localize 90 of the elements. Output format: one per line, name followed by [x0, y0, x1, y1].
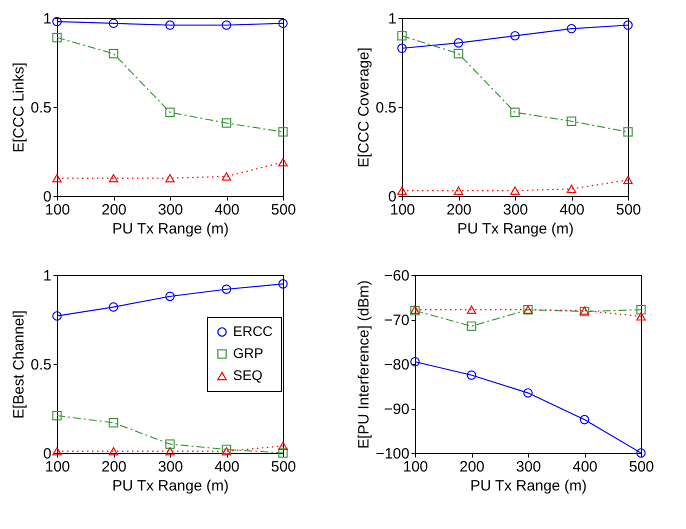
y-tick-label: 1 — [43, 268, 52, 284]
x-tick-label: 200 — [101, 202, 127, 218]
point — [278, 158, 288, 166]
y-tick-label: 0.5 — [30, 356, 52, 374]
point — [108, 48, 118, 58]
point — [165, 20, 175, 30]
point — [52, 447, 62, 456]
x-tick-label: 200 — [101, 458, 127, 476]
point — [278, 448, 288, 458]
legend-label: GRP — [233, 345, 264, 361]
point — [566, 116, 576, 126]
x-tick-label: 300 — [516, 458, 542, 476]
point — [580, 414, 590, 424]
point — [165, 439, 175, 449]
y-tick-label: −80 — [384, 356, 410, 374]
point — [278, 442, 288, 450]
point — [566, 184, 576, 194]
point — [397, 44, 407, 53]
point — [466, 321, 476, 331]
x-axis-title: PU Tx Range (m) — [457, 220, 574, 238]
y-axis-title: E[CCC Links] — [10, 62, 28, 153]
point — [397, 186, 407, 195]
point — [566, 24, 576, 34]
x-tick-label: 200 — [459, 458, 485, 476]
x-axis-title: PU Tx Range (m) — [470, 478, 587, 494]
point — [636, 304, 646, 314]
point — [523, 388, 533, 398]
y-axis-title: E[Best Channel] — [10, 310, 28, 419]
point — [510, 108, 520, 118]
x-tick-label: 500 — [628, 458, 654, 476]
x-tick-label: 300 — [502, 202, 528, 218]
point — [165, 447, 175, 456]
legend-label: SEQ — [233, 367, 263, 383]
point — [52, 174, 62, 182]
point — [410, 357, 420, 366]
point — [636, 312, 646, 321]
point — [454, 48, 464, 58]
y-tick-label: −60 — [384, 268, 410, 284]
point — [278, 127, 288, 137]
point — [108, 174, 118, 182]
point — [52, 16, 62, 26]
x-tick-label: 500 — [616, 202, 642, 218]
point — [108, 302, 118, 312]
point — [454, 186, 464, 195]
y-tick-label: 1 — [43, 10, 52, 28]
x-axis-title: PU Tx Range (m) — [112, 220, 229, 238]
point — [510, 31, 520, 41]
x-tick-label: 400 — [214, 202, 240, 218]
x-tick-label: 400 — [559, 202, 585, 218]
y-tick-label: 0.5 — [30, 100, 52, 116]
point — [108, 447, 118, 456]
y-tick-label: 1 — [388, 10, 396, 28]
y-axis-title: E[PU Interference] (dBm) — [356, 280, 373, 449]
point — [397, 31, 407, 41]
point — [278, 279, 288, 289]
x-tick-label: 500 — [270, 458, 296, 476]
y-tick-label: −70 — [384, 312, 410, 329]
point — [52, 32, 62, 42]
x-tick-label: 400 — [214, 458, 240, 476]
point — [108, 18, 118, 28]
x-tick-label: 500 — [270, 202, 296, 218]
x-tick-label: 400 — [572, 458, 598, 476]
point — [165, 292, 175, 302]
point — [623, 127, 633, 137]
point — [623, 176, 633, 184]
x-tick-label: 200 — [446, 202, 472, 218]
point — [278, 18, 288, 28]
point — [454, 38, 464, 48]
point — [222, 20, 232, 30]
point — [222, 172, 232, 181]
point — [636, 448, 646, 458]
point — [52, 311, 62, 321]
point — [108, 418, 118, 428]
y-axis-title: E[CCC Coverage] — [356, 47, 373, 168]
x-tick-label: 300 — [158, 458, 184, 476]
point — [623, 20, 633, 30]
point — [165, 108, 175, 118]
point — [52, 410, 62, 420]
x-axis-title: PU Tx Range (m) — [112, 478, 229, 494]
point — [466, 306, 476, 314]
y-tick-label: −90 — [384, 401, 410, 418]
point — [222, 118, 232, 128]
point — [222, 284, 232, 294]
point — [222, 447, 232, 456]
point — [165, 174, 175, 182]
point — [510, 186, 520, 195]
legend-label: ERCC — [233, 323, 273, 339]
y-tick-label: 0.5 — [376, 100, 396, 116]
point — [466, 370, 476, 380]
x-tick-label: 300 — [158, 202, 184, 218]
